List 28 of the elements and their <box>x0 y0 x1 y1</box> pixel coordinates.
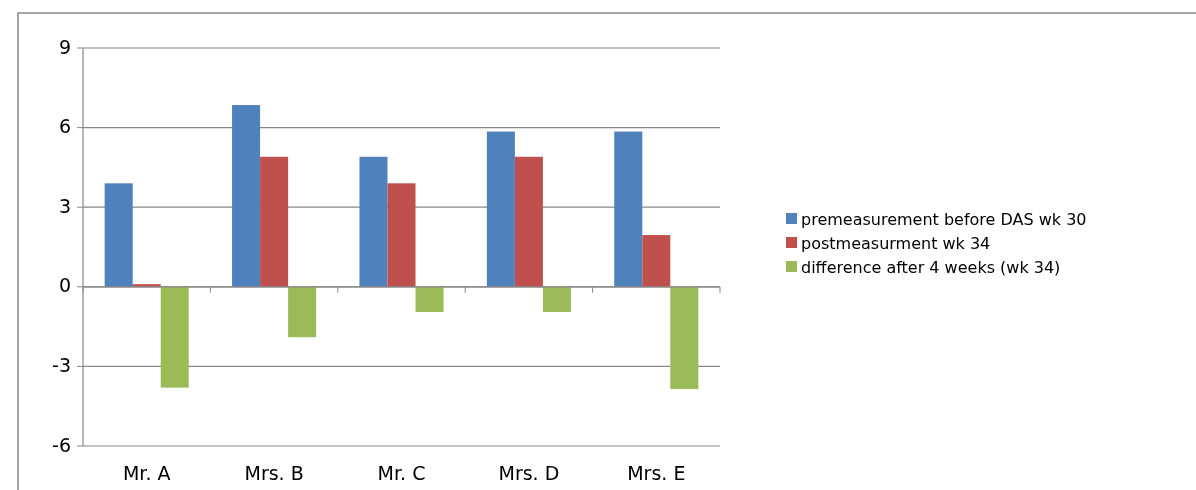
bar <box>415 286 444 313</box>
bar <box>514 156 543 287</box>
y-tick-label: 9 <box>58 35 71 58</box>
y-tick-label: 3 <box>58 194 71 217</box>
bar <box>104 183 133 287</box>
y-tick-label: -6 <box>52 433 71 456</box>
bar <box>387 183 416 287</box>
bar <box>232 105 261 287</box>
bar <box>642 235 671 287</box>
x-tick-label: Mr. C <box>377 462 426 484</box>
x-tick-label: Mrs. B <box>244 462 304 484</box>
legend-label: postmeasurment wk 34 <box>801 233 991 253</box>
x-tick-label: Mr. A <box>122 462 171 484</box>
legend-label: difference after 4 weeks (wk 34) <box>801 257 1061 277</box>
bar <box>542 286 571 313</box>
legend-label: premeasurement before DAS wk 30 <box>801 209 1087 229</box>
y-tick-label: 0 <box>58 274 71 297</box>
bar <box>288 286 317 338</box>
y-tick-label: -3 <box>52 353 71 376</box>
y-tick-label: 6 <box>58 115 71 138</box>
bar <box>614 131 643 287</box>
bar <box>486 131 515 287</box>
x-tick-label: Mrs. E <box>627 462 686 484</box>
bar <box>260 156 289 287</box>
x-tick-label: Mrs. D <box>498 462 560 484</box>
bar <box>160 286 189 388</box>
bar <box>670 286 699 389</box>
bar <box>359 156 388 287</box>
